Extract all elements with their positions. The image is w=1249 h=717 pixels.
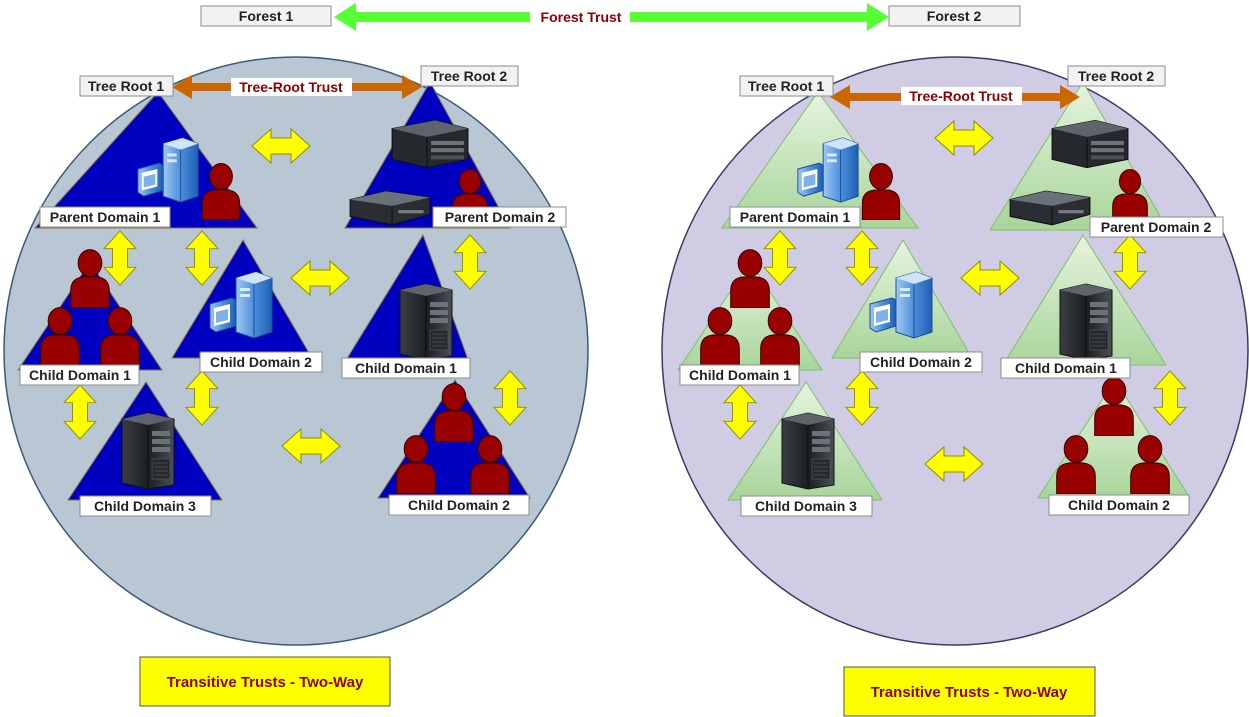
parent-domain-2-label: Parent Domain 2 — [1101, 219, 1212, 235]
tree-root-2-label: Tree Root 2 — [431, 68, 507, 84]
tower-server-icon — [121, 412, 175, 490]
child-domain-2-right-label: Child Domain 2 — [408, 497, 510, 513]
child-domain-3-left-label: Child Domain 3 — [755, 498, 857, 514]
tower-server-icon — [781, 412, 835, 490]
parent-domain-1-label: Parent Domain 1 — [50, 209, 161, 225]
child-domain-2-left-label: Child Domain 2 — [870, 354, 972, 370]
forest-2: Tree-Root Trust Tree Root 1 Tree Root 2 — [661, 56, 1249, 717]
child-domain-3-left-label: Child Domain 3 — [94, 498, 196, 514]
child-domain-2-right-label: Child Domain 2 — [1068, 497, 1170, 513]
tree-root-1-triangle — [33, 91, 258, 229]
tree-root-1-label: Tree Root 1 — [88, 78, 164, 94]
rack-server-icon — [1051, 119, 1129, 169]
child-domain-2-left-label: Child Domain 2 — [210, 354, 312, 370]
forest2-note-box — [843, 666, 1096, 717]
tree-root-trust-label: Tree-Root Trust — [909, 88, 1013, 104]
forest-trust-header: Forest Trust Forest 1 Forest 2 — [200, 3, 1021, 31]
tower-server-icon — [1059, 283, 1113, 361]
child-domain-1-right-label: Child Domain 1 — [1015, 360, 1117, 376]
forest1-note-box — [139, 656, 391, 707]
child-domain-1-left-label: Child Domain 1 — [29, 367, 131, 383]
child-domain-1-left-label: Child Domain 1 — [689, 367, 791, 383]
tower-server-icon — [399, 283, 453, 361]
tree-root-trust-label: Tree-Root Trust — [239, 79, 343, 95]
forest-trust-label: Forest Trust — [541, 9, 622, 25]
child-domain-1-right-label: Child Domain 1 — [355, 360, 457, 376]
tree-root-1-label: Tree Root 1 — [748, 78, 824, 94]
forest-1: Tree-Root Trust Tree Root 1 Tree Root 2 — [3, 56, 589, 707]
forest2-note: Transitive Trusts - Two-Way — [871, 684, 1068, 701]
parent-domain-1-label: Parent Domain 1 — [740, 209, 851, 225]
parent-domain-2-label: Parent Domain 2 — [445, 209, 556, 225]
forest1-label-box: Forest 1 — [200, 5, 332, 27]
forest2-label-box: Forest 2 — [888, 5, 1021, 27]
rack-server-icon — [391, 119, 469, 169]
forest1-label: Forest 1 — [239, 8, 294, 24]
tree-root-2-label: Tree Root 2 — [1078, 68, 1154, 84]
forest1-note: Transitive Trusts - Two-Way — [167, 674, 364, 691]
forest2-label: Forest 2 — [927, 8, 982, 24]
